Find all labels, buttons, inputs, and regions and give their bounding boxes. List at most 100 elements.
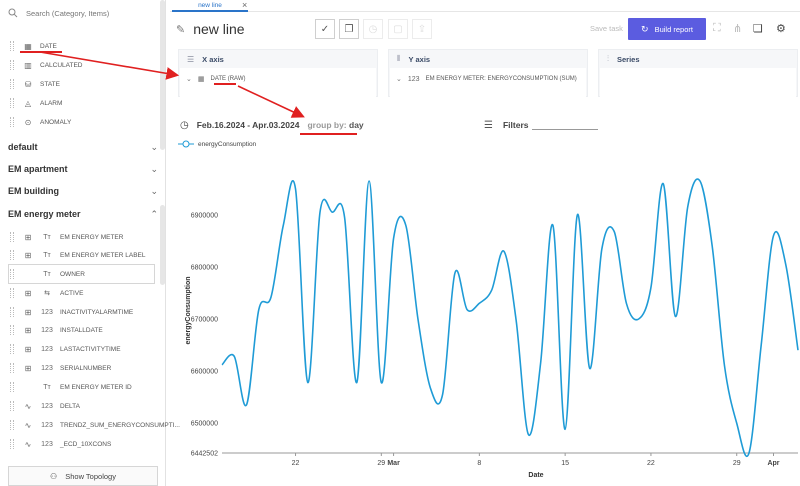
expand-icon[interactable]: ⊞ xyxy=(24,344,32,354)
group-by-selector[interactable]: group by: day xyxy=(307,120,363,130)
expand-icon[interactable]: ⊞ xyxy=(24,250,32,260)
drag-handle-icon[interactable] xyxy=(10,79,14,89)
expand-icon[interactable]: ⊞ xyxy=(24,288,32,298)
field-ecd-10xcons[interactable]: ∿ 123 _ECD_10XCONS xyxy=(10,435,111,453)
field-calculated[interactable]: ▥ CALCULATED xyxy=(10,56,83,74)
boolean-type-icon: ⇆ xyxy=(44,290,50,297)
data-point xyxy=(392,236,396,240)
field-em-energy-meter[interactable]: ⊞ Tт EM ENERGY METER xyxy=(10,228,123,246)
drag-handle-icon[interactable] xyxy=(10,439,14,449)
field-em-energy-meter-label[interactable]: ⊞ Tт EM ENERGY METER LABEL xyxy=(10,246,146,264)
field-anomaly[interactable]: ⊙ ANOMALY xyxy=(10,113,71,131)
drag-handle-icon[interactable] xyxy=(10,363,14,373)
y-axis-dropzone[interactable]: ⌄ 123 EM ENERGY METER: ENERGYCONSUMPTION… xyxy=(390,68,586,98)
series-panel[interactable]: ⫶ Series xyxy=(598,49,798,98)
show-topology-button[interactable]: ⚇ Show Topology xyxy=(8,466,158,486)
group-em-building[interactable]: EM building ⌄ xyxy=(8,182,158,200)
page-title[interactable]: new line xyxy=(193,21,245,37)
drag-handle-icon[interactable] xyxy=(10,232,14,242)
drag-handle-icon[interactable] xyxy=(10,269,14,279)
data-point xyxy=(306,381,310,385)
drag-handle-icon[interactable] xyxy=(10,41,14,51)
data-point xyxy=(343,216,347,220)
field-delta[interactable]: ∿ 123 DELTA xyxy=(10,397,80,415)
series-dropzone[interactable] xyxy=(600,68,796,98)
field-inactivityalarmtime[interactable]: ⊞ 123 INACTIVITYALARMTIME xyxy=(10,303,133,321)
drag-handle-icon[interactable] xyxy=(10,98,14,108)
tab-new-line[interactable]: new line xyxy=(172,0,248,12)
data-point xyxy=(502,249,506,253)
pencil-icon[interactable]: ✎ xyxy=(176,23,186,36)
build-report-button[interactable]: ↻ Build report xyxy=(628,18,706,40)
drag-handle-icon[interactable] xyxy=(10,60,14,70)
y-tick-label: 6600000 xyxy=(191,369,218,376)
group-em-apartment[interactable]: EM apartment ⌄ xyxy=(8,160,158,178)
y-axis-panel[interactable]: ⦀ Y axis ⌄ 123 EM ENERGY METER: ENERGYCO… xyxy=(388,49,588,98)
expand-icon[interactable]: ⊞ xyxy=(24,363,32,373)
field-trendz-sum[interactable]: ∿ 123 TRENDZ_SUM_ENERGYCONSUMPTI... xyxy=(10,416,180,434)
chevron-up-icon[interactable]: ⌃ xyxy=(150,208,158,219)
drag-handle-icon[interactable] xyxy=(10,344,14,354)
expand-icon[interactable]: ⊞ xyxy=(24,232,32,242)
gear-icon[interactable]: ⚙ xyxy=(776,23,786,35)
field-lastactivitytime[interactable]: ⊞ 123 LASTACTIVITYTIME xyxy=(10,340,121,358)
y-axis-field[interactable]: ⌄ 123 EM ENERGY METER: ENERGYCONSUMPTION… xyxy=(390,68,586,84)
export-button[interactable]: ⇪ xyxy=(412,19,432,39)
share-icon[interactable]: ⋔ xyxy=(733,23,743,35)
expand-icon[interactable]: ⊞ xyxy=(24,307,32,317)
data-point xyxy=(673,314,677,318)
chevron-down-icon[interactable]: ⌄ xyxy=(150,185,158,196)
filter-input-underline[interactable] xyxy=(532,129,598,130)
chart-legend[interactable]: energyConsumption xyxy=(178,140,256,148)
drag-handle-icon[interactable] xyxy=(10,382,14,392)
drag-handle-icon[interactable] xyxy=(10,250,14,260)
save-task-link[interactable]: Save task xyxy=(590,24,623,33)
field-active[interactable]: ⊞ ⇆ ACTIVE xyxy=(10,284,83,302)
data-point xyxy=(490,288,494,292)
drag-handle-icon[interactable] xyxy=(10,420,14,430)
field-state[interactable]: ⛁ STATE xyxy=(10,75,60,93)
x-axis-panel[interactable]: ☰ X axis ⌄ ▦ DATE (RAW) xyxy=(178,49,378,98)
sidebar-scrollbar-top[interactable] xyxy=(160,0,165,150)
field-installdate[interactable]: ⊞ 123 INSTALLDATE xyxy=(10,321,103,339)
drag-handle-icon[interactable] xyxy=(10,325,14,335)
chevron-down-icon[interactable]: ⌄ xyxy=(396,76,402,83)
group-default[interactable]: default ⌄ xyxy=(8,138,158,156)
fullscreen-icon[interactable]: ⛶ xyxy=(713,22,721,34)
copy-button[interactable]: ❐ xyxy=(339,19,359,39)
line-chart[interactable]: 6442502 6500000 6600000 6700000 6800000 69000… xyxy=(166,150,800,486)
field-date[interactable]: ▦ DATE xyxy=(10,37,57,55)
x-axis-field-label: DATE (RAW) xyxy=(210,76,246,82)
filters-section[interactable]: ☰ Filters xyxy=(484,116,528,134)
sidebar-scrollbar-bottom[interactable] xyxy=(160,205,165,285)
series-line-energyconsumption xyxy=(221,178,799,457)
history-button[interactable]: ◷ xyxy=(363,19,383,39)
x-axis-field[interactable]: ⌄ ▦ DATE (RAW) xyxy=(180,68,376,83)
sidebar-search[interactable] xyxy=(0,0,160,26)
chart-svg[interactable]: 6442502 6500000 6600000 6700000 6800000 69000… xyxy=(166,150,800,486)
search-input[interactable] xyxy=(26,8,156,18)
save-file-button[interactable]: ▢ xyxy=(388,19,408,39)
date-range-picker[interactable]: Feb.16.2024 - Apr.03.2024 xyxy=(196,120,300,130)
chevron-down-icon[interactable]: ⌄ xyxy=(186,76,192,83)
apply-button[interactable]: ✓ xyxy=(315,19,335,39)
field-alarm[interactable]: ◬ ALARM xyxy=(10,94,62,112)
chevron-down-icon[interactable]: ⌄ xyxy=(150,141,158,152)
copy-icon: ❐ xyxy=(344,23,354,35)
drag-handle-icon[interactable] xyxy=(10,117,14,127)
save-icon: ▢ xyxy=(393,23,403,35)
x-axis-dropzone[interactable]: ⌄ ▦ DATE (RAW) xyxy=(180,68,376,98)
y-axis-field-label: EM ENERGY METER: ENERGYCONSUMPTION (SUM) xyxy=(425,76,577,82)
drag-handle-icon[interactable] xyxy=(10,288,14,298)
field-owner[interactable]: Tт OWNER xyxy=(10,265,85,283)
chat-icon[interactable]: ❏ xyxy=(753,23,763,35)
field-serialnumber[interactable]: ⊞ 123 SERIALNUMBER xyxy=(10,359,111,377)
group-em-energy-meter[interactable]: EM energy meter ⌃ xyxy=(8,205,158,223)
field-em-energy-meter-id[interactable]: Tт EM ENERGY METER ID xyxy=(10,378,132,396)
expand-icon[interactable]: ⊞ xyxy=(24,325,32,335)
chevron-down-icon[interactable]: ⌄ xyxy=(150,163,158,174)
close-icon[interactable]: × xyxy=(242,0,248,10)
drag-handle-icon[interactable] xyxy=(10,401,14,411)
drag-handle-icon[interactable] xyxy=(10,307,14,317)
calendar-icon: ▦ xyxy=(24,41,32,51)
